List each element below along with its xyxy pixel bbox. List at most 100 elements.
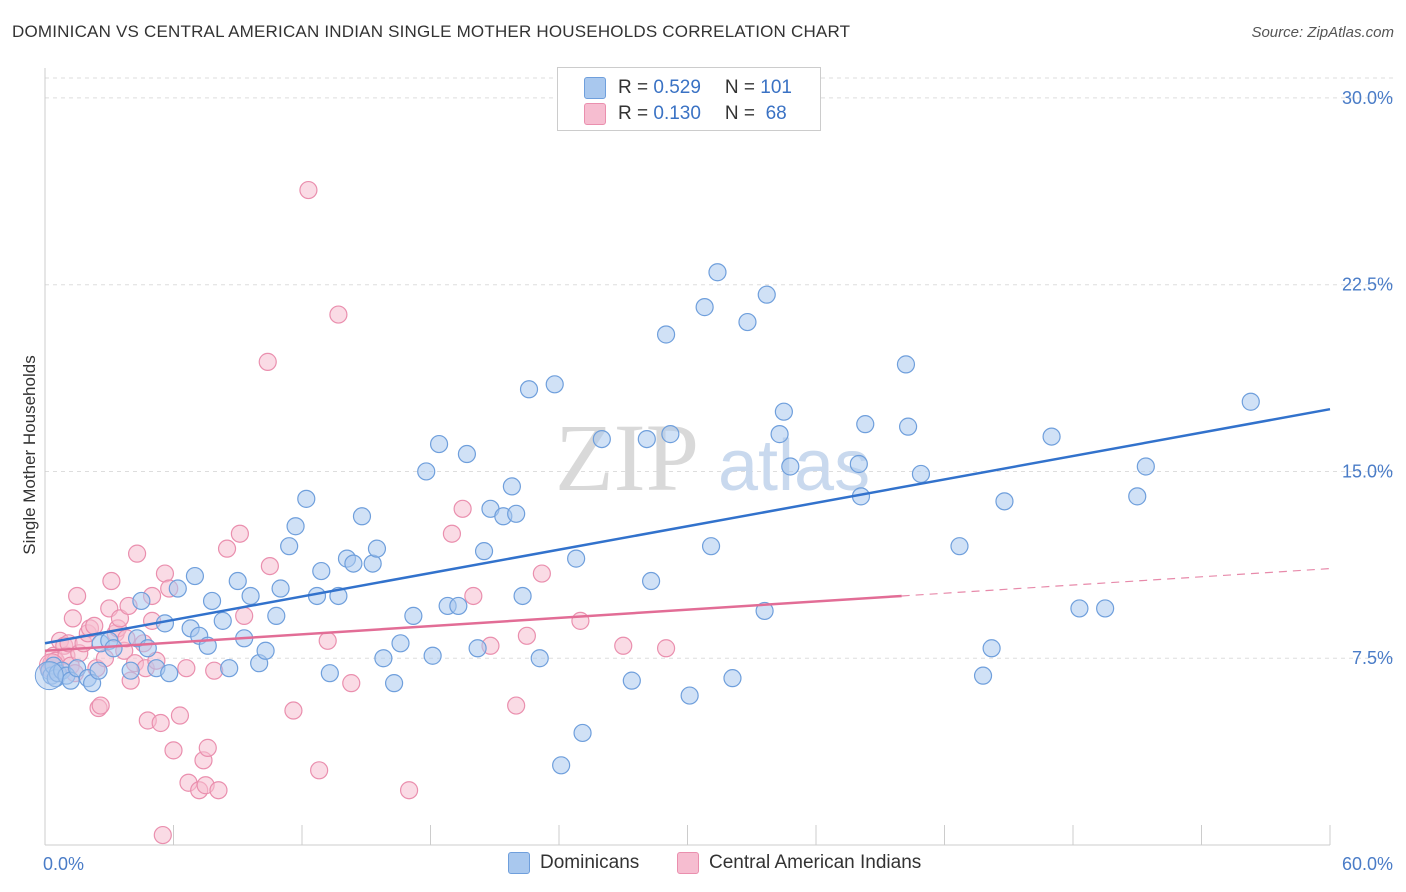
point-dominican [404, 606, 423, 625]
point-dominican [898, 417, 918, 436]
point-central-american-indian [230, 524, 249, 543]
point-dominican [738, 312, 757, 332]
chart-title: DOMINICAN VS CENTRAL AMERICAN INDIAN SIN… [12, 22, 851, 41]
point-dominican [849, 454, 868, 474]
point-dominican [1042, 427, 1061, 446]
point-dominican [770, 425, 789, 444]
legend-n-value: 68 [760, 103, 787, 124]
point-central-american-indian [507, 696, 526, 715]
point-dominican [320, 664, 339, 683]
point-dominican [723, 669, 742, 688]
point-dominican [1241, 392, 1260, 411]
point-dominican [89, 661, 108, 680]
point-dominican [661, 425, 680, 444]
point-dominican [213, 611, 232, 630]
point-central-american-indian [453, 499, 472, 518]
point-central-american-indian [614, 636, 633, 655]
point-central-american-indian [235, 606, 254, 625]
point-dominican [519, 380, 539, 399]
point-dominican [271, 579, 290, 598]
point-dominican [457, 444, 477, 464]
x-tick-label: 0.0% [43, 854, 84, 874]
point-dominican [995, 492, 1014, 511]
point-dominican [121, 661, 140, 680]
axes [44, 68, 1331, 846]
point-dominican [367, 539, 387, 558]
point-central-american-indian [209, 781, 228, 800]
point-dominican [695, 298, 714, 317]
point-central-american-indian [151, 713, 170, 733]
point-dominican [950, 537, 969, 556]
point-dominican [423, 646, 442, 665]
point-dominican [507, 504, 526, 523]
tick-labels: 7.5% 15.0% 22.5% 30.0% 0.0% 60.0% [43, 88, 1393, 874]
point-dominican [530, 649, 549, 668]
point-dominican [384, 674, 404, 693]
legend-swatch-pink [584, 103, 606, 125]
bottom-legend-central-american-indians[interactable]: Central American Indians [677, 852, 921, 874]
x-tick-label: 60.0% [1342, 854, 1393, 874]
point-central-american-indian [318, 631, 337, 650]
watermark-zip: ZIP [555, 404, 699, 511]
point-dominican [449, 596, 468, 616]
point-dominican [545, 375, 564, 394]
y-axis-label: Single Mother Households [20, 355, 39, 554]
point-dominican [202, 591, 222, 611]
bottom-legend-dominicans[interactable]: Dominicans [508, 852, 639, 874]
point-dominican [228, 571, 247, 591]
point-central-american-indian [464, 586, 483, 606]
point-dominican [468, 639, 487, 658]
legend-label-central-american-indians: Central American Indians [709, 852, 922, 873]
point-central-american-indian [284, 701, 303, 720]
point-dominican [168, 579, 187, 598]
point-dominican [138, 639, 157, 658]
legend-row-dominicans: R = 0.529 N = 101 [584, 76, 792, 100]
point-central-american-indian [198, 738, 217, 757]
legend-row-central-american-indians: R = 0.130 N = 68 [584, 102, 787, 126]
point-dominican [1070, 599, 1089, 618]
point-central-american-indian [205, 661, 224, 680]
y-tick-label: 15.0% [1342, 461, 1393, 481]
point-central-american-indian [155, 564, 175, 583]
point-dominican [280, 537, 299, 556]
point-dominican [856, 415, 875, 434]
point-dominican [185, 566, 205, 586]
point-dominican [755, 601, 774, 621]
point-dominican [757, 285, 776, 304]
point-central-american-indian [110, 609, 130, 628]
point-central-american-indian [170, 706, 190, 725]
point-dominican [374, 649, 393, 668]
point-dominican [363, 554, 382, 573]
point-dominican [312, 561, 331, 581]
point-central-american-indian [102, 571, 121, 591]
point-dominican [774, 402, 793, 421]
point-dominican [781, 457, 800, 476]
legend-r-value: 0.529 [653, 77, 701, 98]
point-central-american-indian [63, 609, 82, 628]
point-dominican [622, 671, 641, 690]
point-dominican [656, 325, 676, 344]
trend-lines [44, 407, 1331, 653]
point-dominican [344, 554, 363, 573]
point-central-american-indian [342, 674, 361, 693]
legend-label-dominicans: Dominicans [540, 852, 640, 873]
point-central-american-indian [217, 539, 237, 558]
point-central-american-indian [656, 639, 676, 658]
legend-n-label: N = [724, 103, 761, 124]
point-dominican [1136, 457, 1155, 476]
legend-swatch-blue [584, 77, 606, 99]
point-dominican [256, 641, 275, 660]
y-tick-label: 30.0% [1342, 88, 1393, 108]
point-dominican [429, 434, 449, 454]
y-tick-label: 7.5% [1352, 648, 1393, 668]
point-dominican [502, 477, 521, 496]
y-tick-label: 22.5% [1342, 275, 1393, 295]
legend-swatch-blue [508, 852, 530, 874]
point-dominican-cluster [34, 661, 64, 691]
point-dominican [1096, 599, 1115, 618]
point-central-american-indian [329, 305, 348, 324]
grid-lines [45, 77, 1395, 659]
point-dominican [641, 571, 661, 591]
point-dominican [104, 639, 123, 658]
point-central-american-indian [399, 781, 419, 800]
